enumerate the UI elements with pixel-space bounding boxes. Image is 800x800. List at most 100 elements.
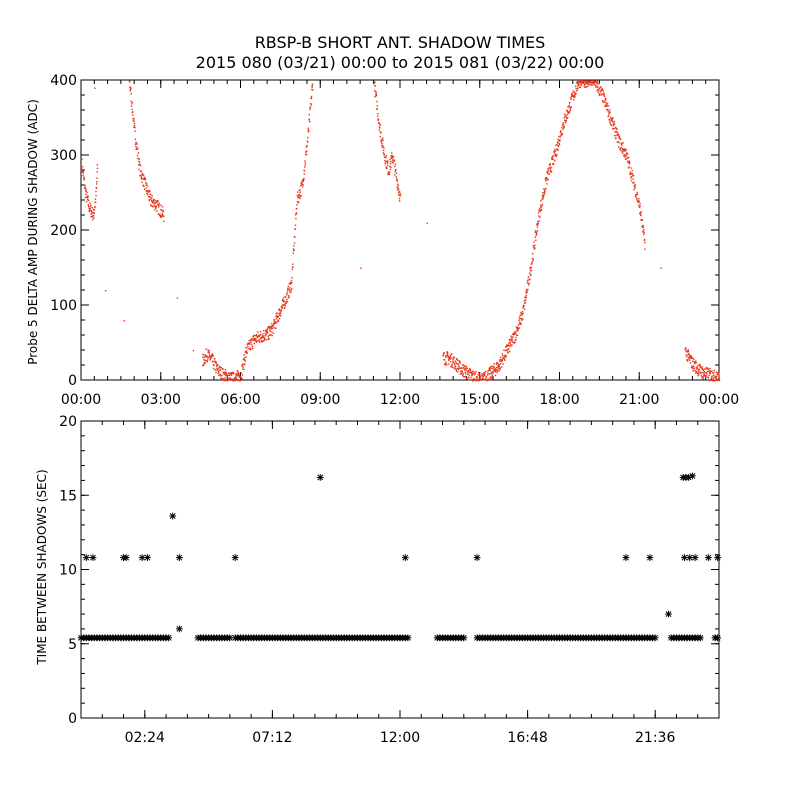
- shadow-interval-point: [704, 554, 712, 562]
- shadow-amp-point: [280, 315, 282, 317]
- shadow-amp-point: [456, 370, 458, 372]
- shadow-amp-point: [221, 378, 223, 380]
- shadow-amp-point: [462, 375, 465, 378]
- shadow-amp-point: [160, 208, 162, 211]
- shadow-amp-point: [695, 360, 697, 362]
- shadow-amp-point: [629, 172, 632, 175]
- shadow-amp-point: [311, 83, 314, 85]
- shadow-amp-point: [493, 367, 496, 369]
- shadow-amp-point: [701, 368, 704, 370]
- shadow-amp-point: [464, 373, 467, 375]
- shadow-amp-point: [297, 196, 300, 198]
- shadow-amp-point: [270, 325, 272, 327]
- shadow-amp-point: [282, 299, 284, 301]
- shadow-amp-point: [443, 352, 445, 354]
- shadow-amp-point: [457, 368, 459, 371]
- shadow-amp-point: [603, 94, 605, 96]
- shadow-amp-point: [558, 135, 560, 138]
- shadow-amp-point: [261, 340, 263, 342]
- shadow-amp-point: [695, 370, 697, 372]
- shadow-amp-point: [248, 339, 250, 342]
- shadow-amp-point: [524, 296, 526, 298]
- shadow-amp-point: [160, 204, 162, 206]
- shadow-interval-point: [144, 554, 151, 562]
- shadow-amp-point: [134, 138, 136, 141]
- shadow-amp-point: [489, 368, 491, 371]
- shadow-amp-point: [399, 191, 401, 193]
- shadow-amp-point: [150, 204, 152, 206]
- shadow-amp-point: [378, 121, 380, 124]
- shadow-amp-point: [448, 359, 450, 361]
- shadow-amp-point: [297, 201, 299, 204]
- shadow-amp-point: [532, 253, 534, 255]
- shadow-amp-point: [95, 186, 98, 189]
- shadow-amp-point: [299, 189, 301, 191]
- shadow-amp-point: [271, 322, 273, 325]
- shadow-amp-point: [256, 340, 258, 343]
- shadow-amp-point: [390, 157, 393, 159]
- shadow-amp-point: [227, 379, 229, 381]
- shadow-amp-point: [477, 378, 479, 380]
- shadow-amp-point: [246, 350, 248, 352]
- shadow-amp-point: [640, 211, 642, 213]
- shadow-amp-point: [204, 354, 206, 356]
- shadow-amp-point: [496, 371, 498, 374]
- shadow-amp-point: [139, 174, 142, 177]
- shadow-amp-point: [518, 324, 520, 326]
- shadow-amp-point: [498, 370, 500, 372]
- shadow-amp-point: [573, 99, 575, 101]
- shadow-amp-point: [526, 282, 529, 284]
- shadow-amp-point: [398, 188, 400, 191]
- shadow-amp-point: [377, 119, 380, 121]
- shadow-amp-point: [507, 348, 509, 350]
- shadow-amp-point: [380, 139, 382, 142]
- shadow-amp-point: [223, 378, 225, 381]
- shadow-amp-point: [135, 141, 138, 144]
- shadow-amp-point: [495, 369, 497, 371]
- shadow-amp-point: [298, 189, 300, 191]
- shadow-amp-point: [287, 297, 290, 299]
- shadow-amp-point: [247, 347, 249, 350]
- shadow-amp-point: [513, 332, 515, 335]
- shadow-amp-point: [302, 184, 304, 186]
- shadow-amp-point: [284, 307, 286, 309]
- shadow-amp-point: [228, 378, 230, 380]
- shadow-amp-point: [489, 377, 491, 379]
- shadow-amp-point: [570, 95, 573, 97]
- shadow-amp-point: [587, 83, 589, 86]
- shadow-amp-point: [396, 178, 398, 180]
- shadow-amp-point: [497, 365, 500, 367]
- shadow-amp-point: [398, 200, 401, 202]
- shadow-amp-point: [95, 187, 97, 189]
- shadow-amp-point: [717, 372, 719, 374]
- shadow-amp-point: [475, 371, 477, 373]
- shadow-amp-point: [634, 185, 636, 188]
- shadow-amp-point: [534, 244, 536, 246]
- shadow-amp-point: [91, 216, 93, 218]
- shadow-amp-point: [159, 216, 162, 218]
- shadow-amp-point: [390, 156, 393, 158]
- shadow-amp-point: [96, 181, 98, 183]
- shadow-amp-point: [449, 356, 451, 358]
- shadow-amp-point: [132, 111, 134, 113]
- shadow-amp-point: [399, 193, 402, 196]
- shadow-amp-point: [83, 176, 85, 179]
- shadow-amp-point: [299, 191, 301, 193]
- shadow-interval-point: [401, 554, 409, 562]
- shadow-amp-point: [686, 360, 689, 362]
- bottom-x-tick-label: 02:24: [125, 730, 165, 746]
- shadow-amp-point: [710, 379, 712, 382]
- shadow-amp-point: [306, 145, 308, 147]
- shadow-amp-point: [537, 222, 539, 225]
- shadow-amp-point: [224, 377, 226, 379]
- shadow-amp-point: [618, 141, 620, 144]
- shadow-amp-point: [508, 348, 510, 350]
- shadow-amp-point: [484, 374, 486, 376]
- shadow-amp-point: [148, 191, 150, 193]
- shadow-amp-point: [248, 348, 251, 350]
- shadow-amp-point: [501, 360, 503, 362]
- shadow-amp-point: [290, 279, 293, 282]
- shadow-amp-point: [532, 258, 534, 260]
- shadow-amp-point: [374, 81, 376, 84]
- shadow-amp-point: [716, 373, 718, 376]
